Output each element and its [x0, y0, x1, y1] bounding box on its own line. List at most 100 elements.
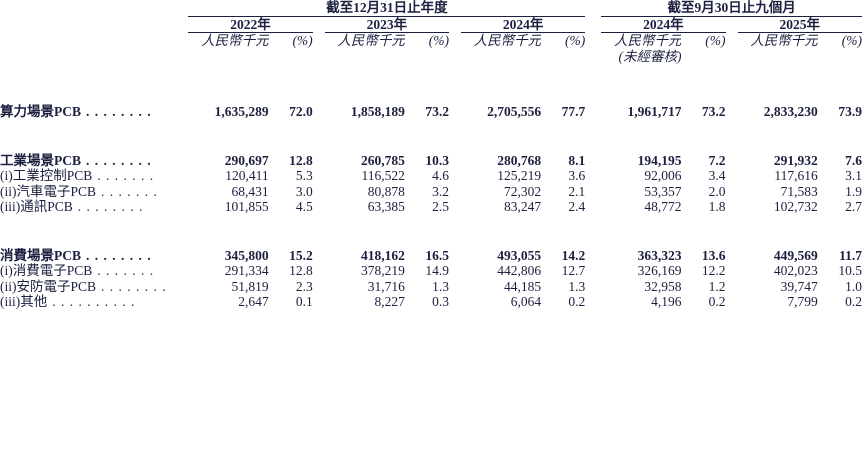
row-label: 算力場景PCB . . . . . . . . — [0, 64, 188, 120]
percentage-value-cell: 1.3 — [432, 278, 449, 294]
percentage-value-cell: 73.2 — [701, 104, 726, 120]
dot-leader: . . . . . . . . — [86, 247, 152, 263]
column-spacer — [585, 215, 601, 264]
column-spacer — [585, 263, 601, 279]
revenue-value-cell: 418,162 — [361, 247, 405, 263]
percentage-value-cell: 1.9 — [845, 183, 862, 199]
percentage-value-cell: 3.4 — [708, 168, 726, 184]
column-spacer — [313, 184, 325, 200]
column-spacer — [449, 64, 461, 120]
percentage-value-cell: 4.6 — [432, 168, 449, 184]
header-spacer — [449, 16, 461, 33]
unit-label: 人民幣千元 — [473, 33, 542, 49]
percentage-value-cell: 73.2 — [425, 104, 449, 120]
pct-label: (%) — [705, 33, 726, 49]
row-label: 工業場景PCB . . . . . . . . — [0, 120, 188, 169]
revenue-value-cell: 68,431 — [231, 183, 269, 199]
percentage-value-cell: 12.8 — [289, 152, 313, 168]
column-spacer — [449, 279, 461, 295]
revenue-value-cell: 194,195 — [637, 152, 682, 168]
header-spacer — [585, 33, 601, 49]
percentage-value-cell: 14.9 — [425, 263, 449, 279]
revenue-value-cell: 7,799 — [787, 294, 818, 310]
header-spacer — [449, 33, 461, 49]
percentage-value-cell: 0.2 — [708, 294, 726, 310]
unit-header-row: 人民幣千元 (%) 人民幣千元 (%) 人民幣千元 (%) 人民幣千元 (%) … — [0, 33, 862, 49]
revenue-value-cell: 280,768 — [497, 152, 542, 168]
dot-leader: . . . . . . . . — [77, 199, 144, 215]
table-row: 消費場景PCB . . . . . . . . 345,800 15.2 418,162… — [0, 215, 862, 264]
revenue-value-cell: 125,219 — [497, 168, 542, 184]
unit-label: 人民幣千元 — [613, 33, 682, 49]
header-spacer — [0, 33, 188, 49]
table-header: 截至12月31日止年度 截至9月30日止九個月 2022年 2023年 2024… — [0, 0, 862, 64]
percentage-value-cell: 3.6 — [568, 168, 586, 184]
column-spacer — [313, 294, 325, 310]
percentage-value-cell: 12.8 — [289, 263, 313, 279]
row-label-text: 工業場景PCB — [0, 152, 81, 168]
year-header-2024-9m: 2024年 — [601, 16, 726, 34]
row-label-text: (i)消費電子PCB — [0, 263, 93, 279]
revenue-value-cell: 442,806 — [497, 263, 542, 279]
revenue-value-cell: 83,247 — [504, 199, 542, 215]
row-label: (i)消費電子PCB. . . . . . . — [0, 263, 188, 279]
revenue-value-cell: 120,411 — [225, 168, 269, 184]
revenue-value-cell: 31,716 — [367, 278, 405, 294]
revenue-value-cell: 363,323 — [637, 247, 682, 263]
revenue-value-cell: 8,227 — [374, 294, 405, 310]
dot-leader: . . . . . . . . — [101, 278, 167, 294]
column-spacer — [313, 168, 325, 184]
percentage-value-cell: 10.3 — [425, 152, 449, 168]
column-spacer — [449, 294, 461, 310]
percentage-value-cell: 73.9 — [838, 104, 862, 120]
column-spacer — [313, 199, 325, 215]
percentage-value-cell: 5.3 — [295, 168, 313, 184]
header-spacer — [0, 0, 188, 16]
year-header-2024: 2024年 — [460, 16, 586, 34]
percentage-value-cell: 2.3 — [295, 278, 313, 294]
financial-table: 截至12月31日止年度 截至9月30日止九個月 2022年 2023年 2024… — [0, 0, 862, 310]
percentage-value-cell: 7.2 — [708, 152, 726, 168]
column-spacer — [313, 120, 325, 169]
table-row: (ii)汽車電子PCB. . . . . . . 68,431 3.0 80,878 3… — [0, 184, 862, 200]
column-spacer — [449, 263, 461, 279]
table-row: 工業場景PCB . . . . . . . . 290,697 12.8 260,785… — [0, 120, 862, 169]
percentage-value-cell: 3.0 — [295, 183, 313, 199]
percentage-value-cell: 3.2 — [432, 183, 449, 199]
column-spacer — [313, 215, 325, 264]
revenue-value-cell: 290,697 — [224, 152, 269, 168]
column-spacer — [726, 279, 738, 295]
revenue-value-cell: 4,196 — [651, 294, 682, 310]
percentage-value-cell: 3.1 — [845, 168, 862, 184]
dot-leader: . . . . . . . . — [86, 104, 152, 120]
revenue-value-cell: 48,772 — [644, 199, 682, 215]
percentage-value-cell: 13.6 — [701, 247, 726, 263]
revenue-value-cell: 1,961,717 — [627, 104, 682, 120]
column-spacer — [585, 168, 601, 184]
column-spacer — [449, 199, 461, 215]
revenue-value-cell: 493,055 — [497, 247, 542, 263]
revenue-value-cell: 51,819 — [231, 278, 269, 294]
dot-leader: . . . . . . . — [97, 263, 155, 279]
column-spacer — [726, 215, 738, 264]
revenue-value-cell: 116,522 — [361, 168, 405, 184]
row-label: 消費場景PCB . . . . . . . . — [0, 215, 188, 264]
percentage-value-cell: 0.2 — [845, 294, 862, 310]
dot-leader: . . . . . . . . — [86, 152, 152, 168]
column-spacer — [449, 168, 461, 184]
percentage-value-cell: 12.7 — [561, 263, 586, 279]
column-spacer — [726, 263, 738, 279]
revenue-value-cell: 2,833,230 — [763, 104, 818, 120]
row-label: (ii)汽車電子PCB. . . . . . . — [0, 184, 188, 200]
column-spacer — [313, 279, 325, 295]
header-spacer — [313, 33, 325, 49]
revenue-value-cell: 2,647 — [238, 294, 269, 310]
header-spacer — [585, 16, 601, 33]
dot-leader: . . . . . . . — [97, 168, 155, 184]
revenue-value-cell: 260,785 — [361, 152, 405, 168]
dot-leader: . . . . . . . . . . — [52, 294, 136, 310]
percentage-value-cell: 1.0 — [845, 278, 862, 294]
year-header-row: 2022年 2023年 2024年 2024年 2025年 — [0, 16, 862, 34]
header-spacer — [0, 49, 601, 65]
row-label-text: (ii)安防電子PCB — [0, 278, 97, 294]
